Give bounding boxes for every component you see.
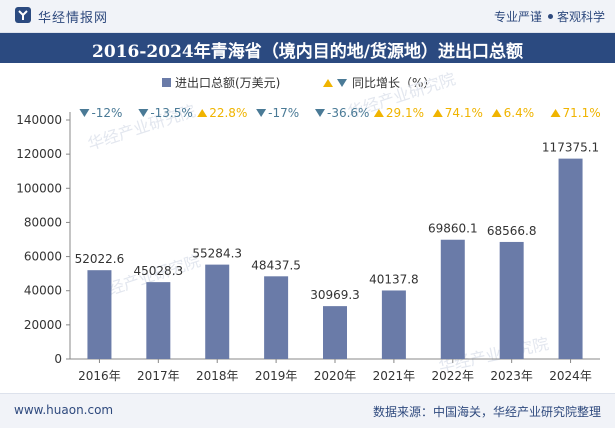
x-tick-label: 2021年 bbox=[373, 369, 416, 383]
yoy-marker: -13.5% bbox=[138, 106, 193, 120]
footer-bar: www.huaon.com 数据来源：中国海关，华经产业研究院整理 bbox=[0, 393, 615, 428]
yoy-marker: -36.6% bbox=[315, 106, 369, 120]
brand-name[interactable]: 华经情报网 bbox=[38, 11, 109, 26]
yoy-value-label: -36.6% bbox=[327, 106, 369, 120]
legend-yoy-entry: 同比增长（%） bbox=[323, 74, 435, 91]
yoy-value-label: 6.4% bbox=[504, 106, 534, 120]
yoy-value-label: 22.8% bbox=[209, 106, 247, 120]
yoy-up-triangle-icon bbox=[491, 109, 502, 117]
watermark-text: 华经产业研究院 bbox=[90, 251, 202, 304]
yoy-marker: -12% bbox=[79, 106, 122, 120]
bar-value-label: 117375.1 bbox=[542, 141, 599, 155]
bar-value-label: 55284.3 bbox=[192, 247, 242, 261]
x-tick-label: 2019年 bbox=[255, 369, 298, 383]
x-tick-label: 2022年 bbox=[432, 369, 475, 383]
yoy-value-label: -17% bbox=[268, 106, 299, 120]
y-tick-label: 20000 bbox=[24, 318, 62, 332]
title-bar: 2016-2024年青海省（境内目的地/货源地）进出口总额 bbox=[0, 33, 615, 63]
watermark-text: 华经产业研究院 bbox=[85, 101, 197, 154]
watermark-text: 华经产业研究院 bbox=[437, 334, 551, 376]
bar bbox=[381, 290, 406, 359]
bar bbox=[499, 241, 524, 359]
yoy-marker: 6.4% bbox=[491, 106, 534, 120]
x-tick-label: 2023年 bbox=[490, 369, 533, 383]
x-tick-label: 2016年 bbox=[78, 369, 121, 383]
y-tick-label: 120000 bbox=[16, 147, 62, 161]
yoy-up-triangle-icon bbox=[550, 109, 561, 117]
bar bbox=[558, 158, 583, 359]
slogan-left: 专业严谨 bbox=[493, 10, 542, 24]
slogan: 专业严谨 客观科学 bbox=[494, 8, 605, 25]
yoy-value-label: 71.1% bbox=[563, 106, 601, 120]
bar bbox=[87, 270, 112, 359]
bar bbox=[146, 282, 171, 359]
bar-value-label: 52022.6 bbox=[75, 252, 125, 266]
yoy-marker: 22.8% bbox=[197, 106, 247, 120]
x-tick-label: 2017年 bbox=[137, 369, 180, 383]
bar-value-label: 69860.1 bbox=[428, 222, 478, 236]
bar-value-label: 68566.8 bbox=[487, 224, 537, 238]
yoy-up-triangle-icon bbox=[432, 109, 443, 117]
yoy-down-triangle-icon bbox=[79, 109, 90, 117]
yoy-up-triangle-icon bbox=[197, 109, 208, 117]
top-bar: 华经情报网 专业严谨 客观科学 bbox=[0, 0, 615, 33]
slogan-right: 客观科学 bbox=[556, 10, 605, 24]
yoy-value-label: -13.5% bbox=[150, 106, 192, 120]
x-tick-label: 2024年 bbox=[549, 369, 592, 383]
legend-bar-swatch bbox=[162, 78, 171, 87]
legend-yoy-triangles-icon bbox=[323, 79, 347, 87]
yoy-down-triangle-icon bbox=[256, 109, 267, 117]
data-source: 数据来源：中国海关，华经产业研究院整理 bbox=[372, 405, 601, 419]
slogan-separator-dot bbox=[547, 14, 553, 19]
huajing-logo-icon bbox=[15, 7, 31, 23]
yoy-marker: 29.1% bbox=[373, 106, 424, 120]
bar-value-label: 45028.3 bbox=[134, 264, 184, 278]
x-tick-label: 2020年 bbox=[314, 369, 357, 383]
yoy-down-triangle-icon bbox=[315, 109, 325, 117]
yoy-value-label: 29.1% bbox=[386, 106, 424, 120]
yoy-marker: 74.1% bbox=[432, 106, 483, 120]
yoy-down-triangle-icon bbox=[138, 109, 149, 117]
legend-yoy-label: 同比增长（%） bbox=[352, 76, 436, 90]
bar-value-label: 30969.3 bbox=[310, 288, 360, 302]
y-tick-label: 80000 bbox=[24, 215, 62, 229]
bar-value-label: 40137.8 bbox=[369, 272, 419, 286]
yoy-up-triangle-icon bbox=[373, 109, 384, 117]
yoy-marker: 71.1% bbox=[550, 106, 601, 120]
bar bbox=[264, 276, 289, 359]
y-tick-label: 140000 bbox=[16, 113, 62, 127]
y-tick-label: 0 bbox=[54, 352, 62, 366]
yoy-marker: -17% bbox=[256, 106, 299, 120]
watermark-layer: 华经产业研究院 华经产业研究院 华经产业研究院 华经产业研究院 bbox=[85, 69, 550, 376]
yoy-value-label: -12% bbox=[91, 106, 122, 120]
legend-bar-entry: 进出口总额(万美元) bbox=[162, 74, 280, 91]
legend-bar-label: 进出口总额(万美元) bbox=[175, 76, 281, 90]
y-tick-label: 60000 bbox=[24, 250, 62, 264]
chart-title: 2016-2024年青海省（境内目的地/货源地）进出口总额 bbox=[92, 42, 523, 62]
bar bbox=[440, 239, 465, 359]
yoy-value-label: 74.1% bbox=[445, 106, 483, 120]
x-tick-label: 2018年 bbox=[196, 369, 239, 383]
y-tick-label: 100000 bbox=[16, 181, 62, 195]
bar bbox=[205, 264, 230, 359]
y-tick-label: 40000 bbox=[24, 284, 62, 298]
footer-url-link[interactable]: www.huaon.com bbox=[14, 403, 114, 417]
bar-value-label: 48437.5 bbox=[251, 258, 301, 272]
bar bbox=[323, 306, 347, 359]
